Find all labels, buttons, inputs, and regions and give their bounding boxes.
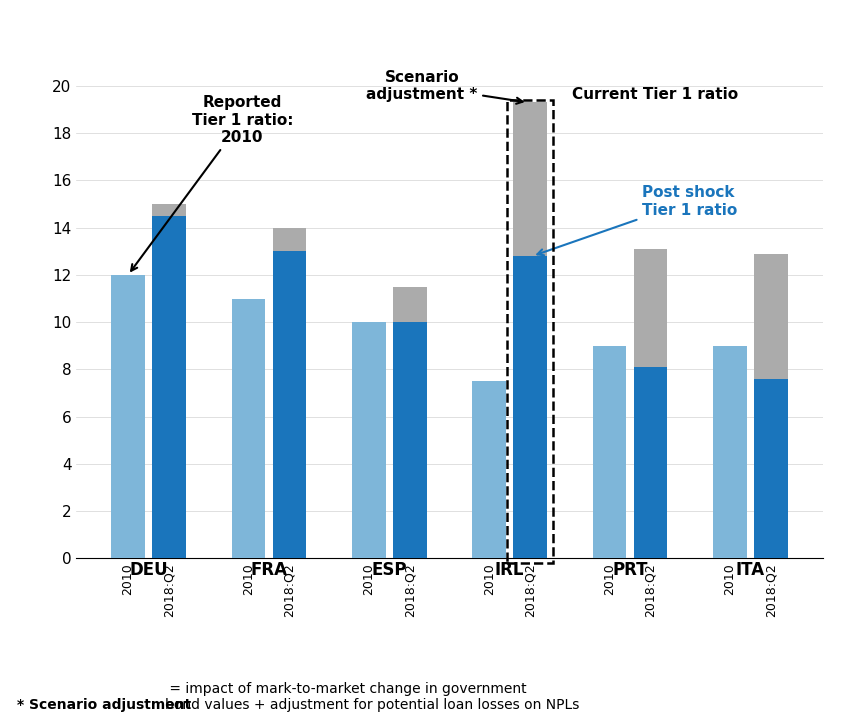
Bar (754, 379, 788, 558)
Bar (393, 286, 427, 322)
Bar (152, 204, 186, 216)
Bar (633, 367, 667, 558)
Bar (633, 249, 667, 367)
Text: = impact of mark-to-market change in government
bond values + adjustment for pot: = impact of mark-to-market change in gov… (165, 682, 580, 712)
Text: Post shock
Tier 1 ratio: Post shock Tier 1 ratio (538, 185, 737, 255)
Bar (232, 299, 265, 558)
Bar (713, 346, 747, 558)
Bar (393, 322, 427, 558)
Bar (272, 228, 306, 251)
Text: ITA: ITA (736, 561, 765, 579)
Bar (472, 381, 506, 558)
Text: Current Tier 1 ratio: Current Tier 1 ratio (572, 87, 739, 102)
Text: PRT: PRT (612, 561, 648, 579)
Text: * Scenario adjustment: * Scenario adjustment (17, 698, 191, 712)
Bar (507, 100, 553, 563)
Bar (754, 253, 788, 379)
Text: Scenario
adjustment *: Scenario adjustment * (366, 70, 522, 104)
Bar (513, 256, 547, 558)
Text: Reported
Tier 1 ratio:
2010: Reported Tier 1 ratio: 2010 (131, 95, 293, 271)
Text: ESP: ESP (371, 561, 407, 579)
Bar (593, 346, 627, 558)
Text: FRA: FRA (250, 561, 287, 579)
Text: DEU: DEU (129, 561, 168, 579)
Bar (352, 322, 386, 558)
Bar (272, 251, 306, 558)
Bar (111, 275, 145, 558)
Bar (152, 216, 186, 558)
Text: IRL: IRL (495, 561, 524, 579)
Bar (513, 102, 547, 256)
